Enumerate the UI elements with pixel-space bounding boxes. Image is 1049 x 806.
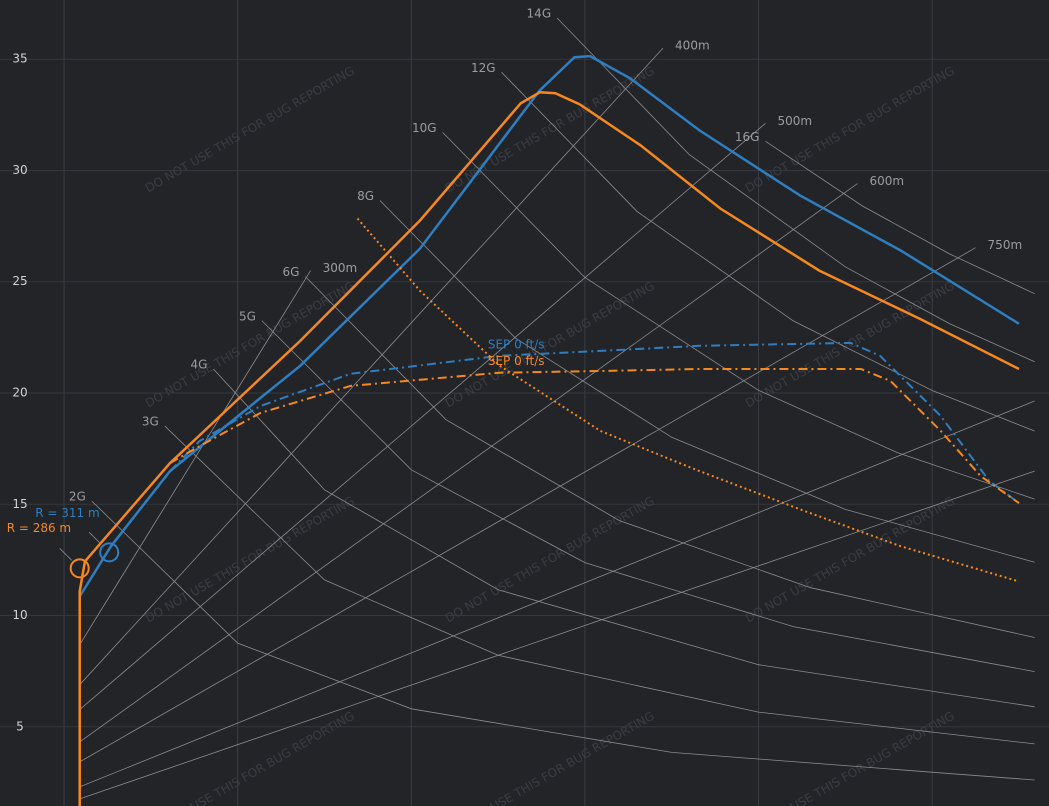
g-curve (91, 500, 1035, 781)
g-label: 16G (735, 130, 760, 144)
marker-label: R = 311 m (35, 506, 99, 520)
y-tick-label: 10 (12, 608, 27, 622)
radius-label: 750m (988, 238, 1023, 252)
annotation: SEP 0 ft/s (488, 337, 545, 351)
g-curve (213, 368, 1035, 708)
g-curve (442, 132, 1035, 500)
radius-label: 600m (869, 174, 904, 188)
g-curve (765, 140, 1035, 295)
g-curve (556, 17, 1035, 363)
annotation: SEP 0 ft/s (488, 354, 545, 368)
g-label: 12G (471, 61, 496, 75)
radius-line (79, 400, 1035, 788)
g-label: 3G (142, 415, 159, 429)
series-line (169, 341, 1020, 504)
marker-leader (88, 532, 102, 545)
g-label: 2G (69, 490, 86, 504)
radius-label: 300m (323, 261, 358, 275)
series-line (78, 91, 1020, 806)
g-curve (379, 200, 1035, 563)
radius-line (79, 247, 976, 763)
radius-line (79, 470, 1035, 800)
marker (69, 558, 90, 579)
g-label: 14G (527, 7, 552, 21)
marker-leader (59, 548, 72, 561)
radius-line (79, 270, 311, 645)
g-curve (501, 72, 1035, 432)
marker (99, 542, 120, 563)
y-tick-label: 30 (12, 163, 27, 177)
y-tick-label: 20 (12, 385, 27, 399)
g-label: 5G (239, 309, 256, 323)
g-label: 4G (190, 357, 207, 371)
y-tick-label: 25 (12, 274, 27, 288)
g-label: 6G (282, 265, 299, 279)
g-label: 10G (412, 121, 437, 135)
y-tick-label: 15 (12, 497, 27, 511)
g-curve (261, 320, 1035, 672)
radius-label: 400m (675, 39, 710, 53)
radius-label: 500m (777, 114, 812, 128)
marker-label: R = 286 m (7, 521, 71, 535)
g-curve (164, 425, 1035, 745)
g-curve (305, 276, 1035, 638)
radius-line (79, 183, 858, 743)
g-label: 8G (357, 189, 374, 203)
y-tick-label: 5 (16, 719, 24, 733)
y-tick-label: 35 (12, 52, 27, 66)
radius-line (79, 47, 664, 685)
series-line (169, 368, 1020, 504)
